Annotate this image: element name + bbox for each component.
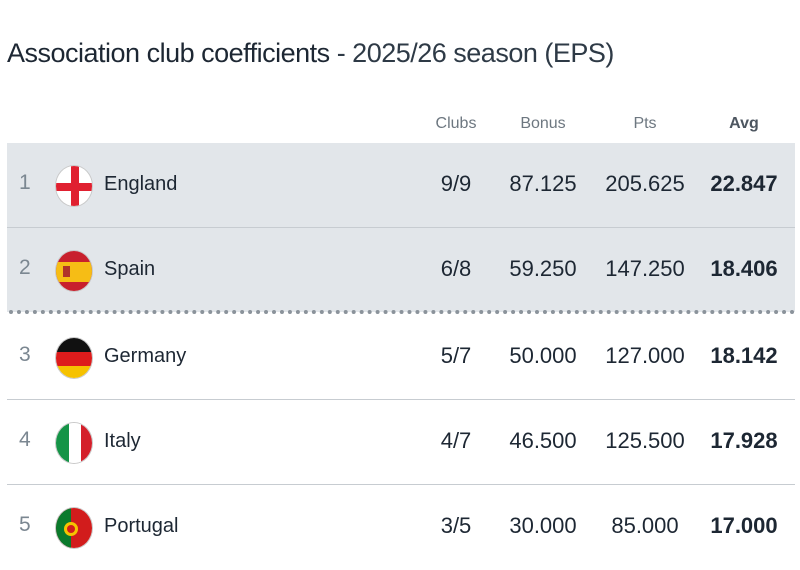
- pts-value: 147.250: [605, 256, 685, 281]
- avg-value: 18.142: [710, 343, 778, 368]
- table-row[interactable]: 5 Portugal 3/5 30.000 85.000 17.000: [7, 485, 795, 570]
- clubs-value: 6/8: [440, 256, 472, 281]
- rank: 3: [19, 343, 31, 366]
- germany-flag-icon: [55, 337, 93, 379]
- column-header-bonus: Bonus: [520, 115, 566, 132]
- pts-value: 205.625: [605, 171, 685, 196]
- avg-value: 17.000: [710, 513, 778, 538]
- row-divider: [7, 227, 795, 228]
- row-divider: [7, 484, 795, 485]
- clubs-value: 5/7: [440, 343, 472, 368]
- clubs-value: 9/9: [440, 171, 472, 196]
- avg-value: 18.406: [710, 256, 778, 281]
- clubs-value: 3/5: [440, 513, 472, 538]
- column-header-pts: Pts: [633, 115, 657, 132]
- table-row[interactable]: 2 Spain 6/8 59.250 147.250 18.406: [7, 228, 795, 313]
- pts-value: 127.000: [605, 343, 685, 368]
- bonus-value: 59.250: [509, 256, 577, 281]
- country-name[interactable]: Germany: [104, 345, 187, 367]
- avg-value: 22.847: [710, 171, 778, 196]
- country-name[interactable]: Portugal: [104, 515, 179, 537]
- bonus-value: 87.125: [509, 171, 577, 196]
- cutoff-divider: [9, 310, 795, 314]
- bonus-value: 50.000: [509, 343, 577, 368]
- england-flag-icon: [55, 165, 93, 207]
- country-name[interactable]: Italy: [104, 430, 141, 452]
- bonus-value: 46.500: [509, 428, 577, 453]
- title-season: - 2025/26 season (EPS): [329, 38, 615, 68]
- page-title: Association club coefficients - 2025/26 …: [7, 38, 614, 69]
- spain-flag-icon: [55, 250, 93, 292]
- pts-value: 125.500: [605, 428, 685, 453]
- rank: 2: [19, 256, 31, 279]
- bonus-value: 30.000: [509, 513, 577, 538]
- table-row[interactable]: 1 England 9/9 87.125 205.625 22.847: [7, 143, 795, 228]
- portugal-flag-icon: [55, 507, 93, 549]
- title-main: Association club coefficients: [7, 38, 330, 68]
- column-header-avg: Avg: [729, 115, 759, 132]
- table-row[interactable]: 4 Italy 4/7 46.500 125.500 17.928: [7, 400, 795, 485]
- country-name[interactable]: Spain: [104, 258, 156, 280]
- table-row[interactable]: 3 Germany 5/7 50.000 127.000 18.142: [7, 315, 795, 400]
- rank: 1: [19, 171, 31, 194]
- rank: 4: [19, 428, 31, 451]
- country-name[interactable]: England: [104, 173, 178, 195]
- avg-value: 17.928: [710, 428, 778, 453]
- rank: 5: [19, 513, 31, 536]
- pts-value: 85.000: [611, 513, 679, 538]
- clubs-value: 4/7: [440, 428, 472, 453]
- column-header-clubs: Clubs: [435, 115, 477, 132]
- row-divider: [7, 399, 795, 400]
- italy-flag-icon: [55, 422, 93, 464]
